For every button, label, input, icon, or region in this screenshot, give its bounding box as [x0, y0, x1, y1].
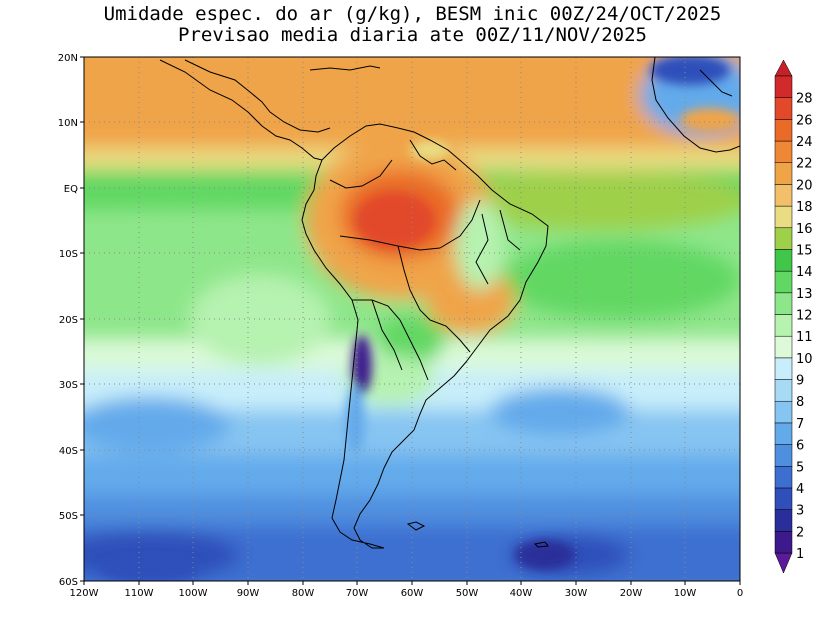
latitude-labels: 20N 10N EQ 10S 20S 30S 40S 50S 60S [58, 53, 78, 588]
colorbar-label: 16 [796, 222, 813, 237]
lon-label: 20W [620, 588, 643, 599]
lon-label: 100W [179, 588, 208, 599]
colorbar-label: 12 [796, 309, 813, 324]
colorbar-label: 28 [796, 92, 813, 107]
colorbar-label: 11 [796, 330, 813, 345]
humidity-field [84, 57, 740, 581]
colorbar-label: 20 [796, 178, 813, 193]
colorbar-label: 18 [796, 200, 813, 215]
lon-label: 90W [237, 588, 260, 599]
colorbar-swatch [774, 75, 793, 98]
colorbar-swatch [774, 314, 793, 337]
colorbar-swatch [774, 379, 793, 402]
lat-label: 20S [59, 315, 78, 326]
colorbar-swatch [774, 119, 793, 142]
colorbar-label: 4 [796, 482, 804, 497]
colorbar-label: 1 [796, 547, 804, 562]
colorbar-label: 13 [796, 287, 813, 302]
lat-label: 10S [59, 249, 78, 260]
lon-label: 30W [565, 588, 588, 599]
colorbar-swatch [774, 531, 793, 554]
lat-label: 30S [59, 380, 78, 391]
colorbar-swatch [774, 162, 793, 185]
colorbar-swatch [774, 335, 793, 359]
lat-label: 50S [59, 511, 78, 522]
colorbar-over-arrow [774, 59, 793, 77]
lon-label: 0 [737, 588, 743, 599]
colorbar-label: 5 [796, 460, 804, 475]
lat-label: 60S [59, 577, 78, 588]
lon-label: 80W [292, 588, 315, 599]
colorbar-swatch [774, 444, 793, 467]
axis-ticks [80, 56, 741, 585]
colorbar-swatch [774, 184, 793, 207]
colorbar-swatch [774, 205, 793, 229]
colorbar-swatch [774, 422, 793, 445]
colorbar-label: 7 [796, 417, 804, 432]
colorbar-label: 2 [796, 525, 804, 540]
lat-label: EQ [64, 184, 78, 195]
colorbar-swatch [774, 249, 793, 272]
colorbar-swatch [774, 509, 793, 532]
map-title-line2: Previsao media diaria ate 00Z/11/NOV/202… [178, 24, 647, 46]
map-title-line1: Umidade espec. do ar (g/kg), BESM inic 0… [103, 3, 722, 25]
lon-label: 50W [456, 588, 479, 599]
coastlines [159, 57, 740, 549]
lat-label: 10N [58, 118, 78, 129]
colorbar-label: 22 [796, 157, 813, 172]
longitude-labels: 120W 110W 100W 90W 80W 70W 60W 50W 40W 3… [70, 588, 744, 599]
lon-label: 60W [401, 588, 424, 599]
colorbar-label: 26 [796, 113, 813, 128]
colorbar-swatch [774, 357, 793, 380]
lon-label: 120W [70, 588, 99, 599]
lon-label: 10W [674, 588, 697, 599]
colorbar-label: 24 [796, 135, 813, 150]
colorbar-swatch [774, 270, 793, 294]
colorbar-label: 6 [796, 439, 804, 454]
colorbar-swatch [774, 97, 793, 120]
colorbar-label: 14 [796, 265, 813, 280]
colorbar-swatch [774, 140, 793, 163]
colorbar-label: 3 [796, 504, 804, 519]
colorbar-swatch [774, 466, 793, 489]
lon-label: 40W [510, 588, 533, 599]
colorbar-swatch [774, 400, 793, 424]
colorbar-label: 15 [796, 243, 813, 258]
colorbar-swatch [774, 227, 793, 250]
colorbar-under-arrow [774, 552, 793, 574]
lat-label: 40S [59, 446, 78, 457]
colorbar-label: 8 [796, 395, 804, 410]
colorbar-swatch [774, 292, 793, 315]
colorbar-label: 9 [796, 374, 804, 389]
lon-label: 70W [346, 588, 369, 599]
colorbar-label: 10 [796, 352, 813, 367]
lat-label: 20N [58, 53, 78, 64]
colorbar-swatch [774, 487, 793, 510]
lon-label: 110W [125, 588, 154, 599]
